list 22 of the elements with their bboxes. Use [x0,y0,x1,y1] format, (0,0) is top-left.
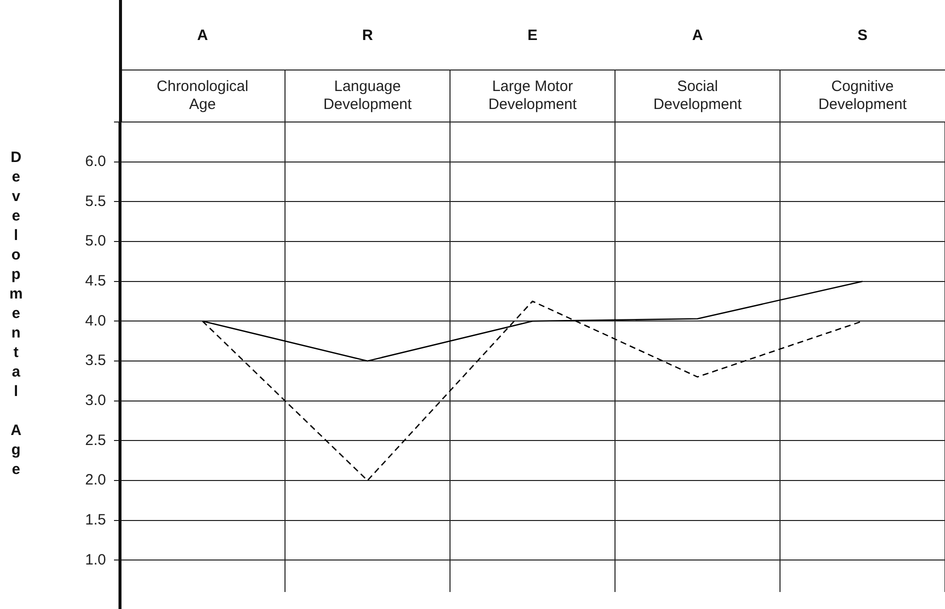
text: Developmental Age [9,149,23,478]
y-tick-label: 3.0 [85,392,106,409]
y-tick-label: 2.0 [85,472,106,489]
y-tick-label: 3.5 [85,352,106,370]
text: E [527,27,538,44]
y-tick-label: 4.0 [85,312,106,330]
y-tick-label: 4.5 [85,272,106,290]
x-tick-label: Chronological Age [156,78,248,114]
y-tick-label: 1.5 [85,511,106,528]
y-tick-label: 6.0 [85,152,106,170]
text: S [857,27,868,44]
y-tick-label: 5.5 [85,192,106,210]
x-tick-label: Social Development [653,78,743,114]
y-tick-label: 1.0 [85,551,106,568]
y-tick-label: 2.5 [85,432,106,449]
y-tick-label: 5.0 [85,232,106,250]
x-tick-label: Large Motor Development [488,78,578,114]
text: A [692,27,704,44]
text: A [197,27,208,44]
text: R [362,27,374,44]
x-tick-label: Language Development [323,78,413,114]
x-tick-label: Cognitive Development [818,78,908,114]
